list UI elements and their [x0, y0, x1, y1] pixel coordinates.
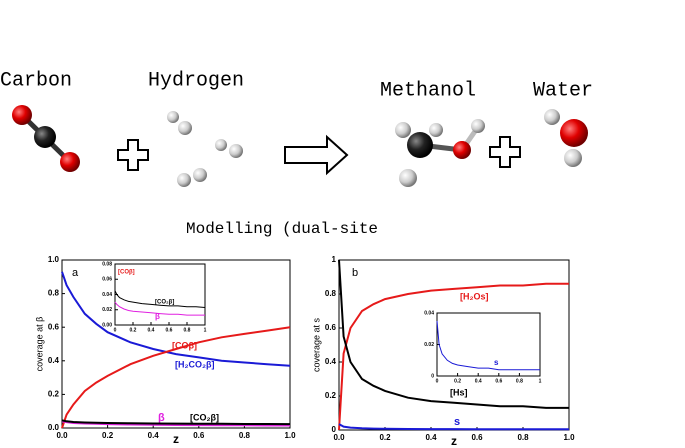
x-tick-label: 0 — [114, 327, 117, 333]
y-tick-label: 0.6 — [325, 323, 337, 332]
series-label: [H₂Os] — [460, 291, 489, 301]
series-label: β — [158, 412, 165, 424]
x-tick-label: 0.2 — [102, 431, 114, 440]
series-line — [61, 271, 291, 367]
product-label: Methanol — [380, 79, 476, 102]
water-molecule — [544, 109, 588, 167]
y-tick-label: 0.02 — [102, 307, 112, 313]
annotation: [COβ] — [118, 270, 135, 276]
series-label: [Hs] — [450, 387, 468, 397]
x-tick-label: 0.8 — [517, 433, 529, 442]
y-tick-label: 0.0 — [48, 423, 60, 432]
plus-sign — [489, 136, 521, 168]
series-label: [COβ] — [172, 340, 197, 350]
series-label: [H₂CO₂β] — [175, 359, 215, 369]
y-tick-label: 1.0 — [48, 255, 60, 264]
series-line — [338, 259, 569, 409]
x-tick-label: 0.0 — [56, 431, 68, 440]
series-label: [CO₂β] — [190, 412, 219, 422]
y-tick-label: 0.8 — [48, 289, 60, 298]
y-tick-label: 0.06 — [102, 277, 112, 283]
y-tick-label: 0.02 — [424, 342, 434, 348]
y-tick-label: 0.08 — [102, 261, 112, 267]
series-label: s — [494, 358, 499, 367]
x-tick-label: 0.4 — [475, 378, 482, 384]
x-tick-label: 1 — [539, 378, 542, 384]
x-tick-label: 0.8 — [516, 378, 523, 384]
series-line — [61, 326, 291, 429]
x-axis-label: z — [451, 434, 457, 448]
reactant-label: Hydrogen — [148, 69, 244, 92]
panel-label: a — [72, 267, 79, 279]
plus-sign — [117, 139, 149, 171]
x-tick-label: 0.6 — [193, 431, 205, 440]
x-tick-label: 0.8 — [239, 431, 251, 440]
y-axis-label: coverage at s — [311, 317, 321, 372]
x-tick-label: 0.4 — [425, 433, 437, 442]
x-tick-label: 1.0 — [284, 431, 296, 440]
x-tick-label: 0.6 — [471, 433, 483, 442]
y-tick-label: 0.4 — [48, 356, 60, 365]
reaction-arrow — [284, 134, 349, 176]
x-tick-label: 0.4 — [148, 327, 155, 333]
series-label: β — [155, 312, 160, 321]
x-tick-label: 0.6 — [495, 378, 502, 384]
y-tick-label: 0.04 — [424, 310, 434, 316]
y-tick-label: 0 — [332, 425, 337, 434]
x-tick-label: 1 — [204, 327, 207, 333]
x-axis-label: z — [173, 432, 179, 446]
series-line — [338, 423, 569, 431]
y-tick-label: 0.6 — [48, 322, 60, 331]
y-tick-label: 0.2 — [325, 391, 337, 400]
x-tick-label: 0 — [436, 378, 439, 384]
y-tick-label: 0.04 — [102, 292, 112, 298]
caption: Modelling (dual-site — [186, 220, 378, 238]
series-line — [61, 419, 291, 426]
x-tick-label: 0.2 — [454, 378, 461, 384]
x-tick-label: 0.8 — [184, 327, 191, 333]
panel-label: b — [352, 267, 358, 279]
x-tick-label: 0.6 — [166, 327, 173, 333]
series-line — [436, 320, 540, 371]
series-line — [114, 290, 206, 308]
series-label: [CO₂β] — [155, 300, 174, 306]
methanol-molecule — [395, 119, 485, 187]
x-tick-label: 0.2 — [130, 327, 137, 333]
y-axis-label: coverage at β — [34, 317, 44, 372]
series-label: s — [454, 416, 460, 428]
x-tick-label: 0.0 — [333, 433, 345, 442]
x-tick-label: 1.0 — [563, 433, 575, 442]
y-tick-label: 0 — [431, 373, 434, 379]
plot-frame — [436, 312, 541, 377]
co2-molecule — [12, 105, 80, 172]
y-tick-label: 0.8 — [325, 289, 337, 298]
y-tick-label: 0.00 — [102, 322, 112, 328]
product-label: Water — [533, 79, 593, 102]
series-line — [338, 282, 569, 431]
h2-molecules — [167, 111, 243, 187]
y-tick-label: 0.2 — [48, 390, 60, 399]
reactant-label: Carbon — [0, 69, 72, 92]
y-tick-label: 1 — [332, 255, 337, 264]
y-tick-label: 0.4 — [325, 357, 337, 366]
series-line — [114, 301, 205, 316]
x-tick-label: 0.2 — [379, 433, 391, 442]
charts: 0.0 0.2 0.4 0.6 0.8 1.0 0.0 0.2 0.4 0.6 0.8 1.0 [H₂C… — [34, 255, 575, 448]
x-tick-label: 0.4 — [148, 431, 160, 440]
